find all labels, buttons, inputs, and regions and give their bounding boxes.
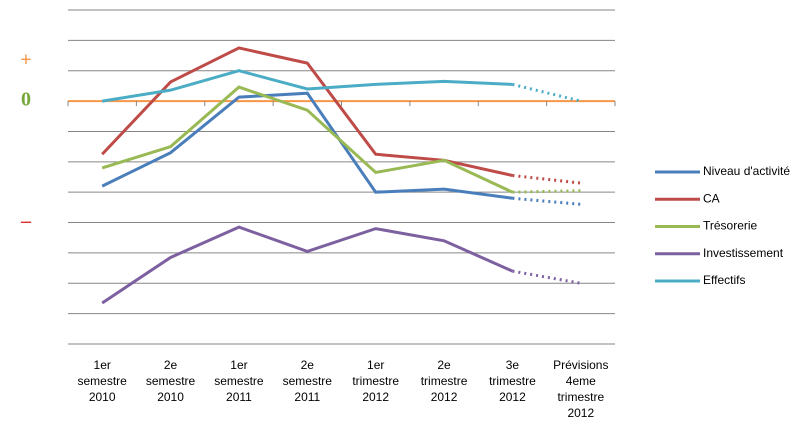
y-tick-label: – [20, 210, 32, 232]
x-tick-line: trimestre [557, 390, 604, 404]
series-line [101, 91, 513, 200]
x-tick-line: 2010 [89, 390, 116, 404]
x-tick-line: 2012 [499, 390, 526, 404]
forecast-line [512, 269, 582, 285]
forecast-line [512, 196, 581, 206]
x-tick-line: semestre [283, 374, 333, 388]
x-tick-line: 2e [301, 358, 315, 372]
x-tick-label: 1er trimestre 2012 [352, 358, 399, 404]
x-tick-line: trimestre [421, 374, 468, 388]
x-tick-line: 2012 [567, 406, 594, 420]
x-tick-line: 3e [506, 358, 520, 372]
forecast-line [512, 82, 582, 103]
x-tick-line: 2012 [362, 390, 389, 404]
x-tick-line: semestre [146, 374, 196, 388]
series-line [101, 225, 514, 305]
x-tick-label: 2e semestre 2011 [283, 358, 333, 404]
x-tick-line: 2010 [157, 390, 184, 404]
x-tick-line: 2012 [431, 390, 458, 404]
x-tick-line: 1er [94, 358, 111, 372]
x-tick-line: 2e [164, 358, 178, 372]
forecast-line [512, 173, 581, 185]
x-tick-line: 2011 [226, 390, 252, 404]
x-tick-line: trimestre [352, 374, 399, 388]
legend-label: Niveau d'activité [703, 164, 790, 178]
x-tick-label: 1er semestre 2011 [214, 358, 264, 404]
x-tick-line: 2011 [294, 390, 320, 404]
x-tick-label: Prévisions 4eme trimestre 2012 [553, 358, 608, 420]
x-tick-label: 2e semestre 2010 [146, 358, 196, 404]
series-line [101, 85, 514, 194]
legend-label: Effectifs [703, 273, 745, 287]
legend-label: Investissement [703, 246, 784, 260]
legend-label: Trésorerie [703, 219, 758, 233]
series-line [101, 69, 513, 103]
x-tick-label: 3e trimestre 2012 [489, 358, 536, 404]
x-tick-line: 1er [230, 358, 247, 372]
x-tick-line: 1er [367, 358, 384, 372]
legend-label: CA [703, 191, 720, 205]
x-tick-line: trimestre [489, 374, 536, 388]
x-tick-line: 2e [437, 358, 451, 372]
x-tick-label: 2e trimestre 2012 [421, 358, 468, 404]
x-tick-line: semestre [78, 374, 128, 388]
x-tick-label: 1er semestre 2010 [78, 358, 128, 404]
x-tick-line: Prévisions [553, 358, 608, 372]
y-tick-label: 0 [21, 89, 31, 111]
y-tick-label: + [20, 49, 31, 71]
x-tick-line: 4eme [566, 374, 596, 388]
x-tick-line: semestre [214, 374, 264, 388]
